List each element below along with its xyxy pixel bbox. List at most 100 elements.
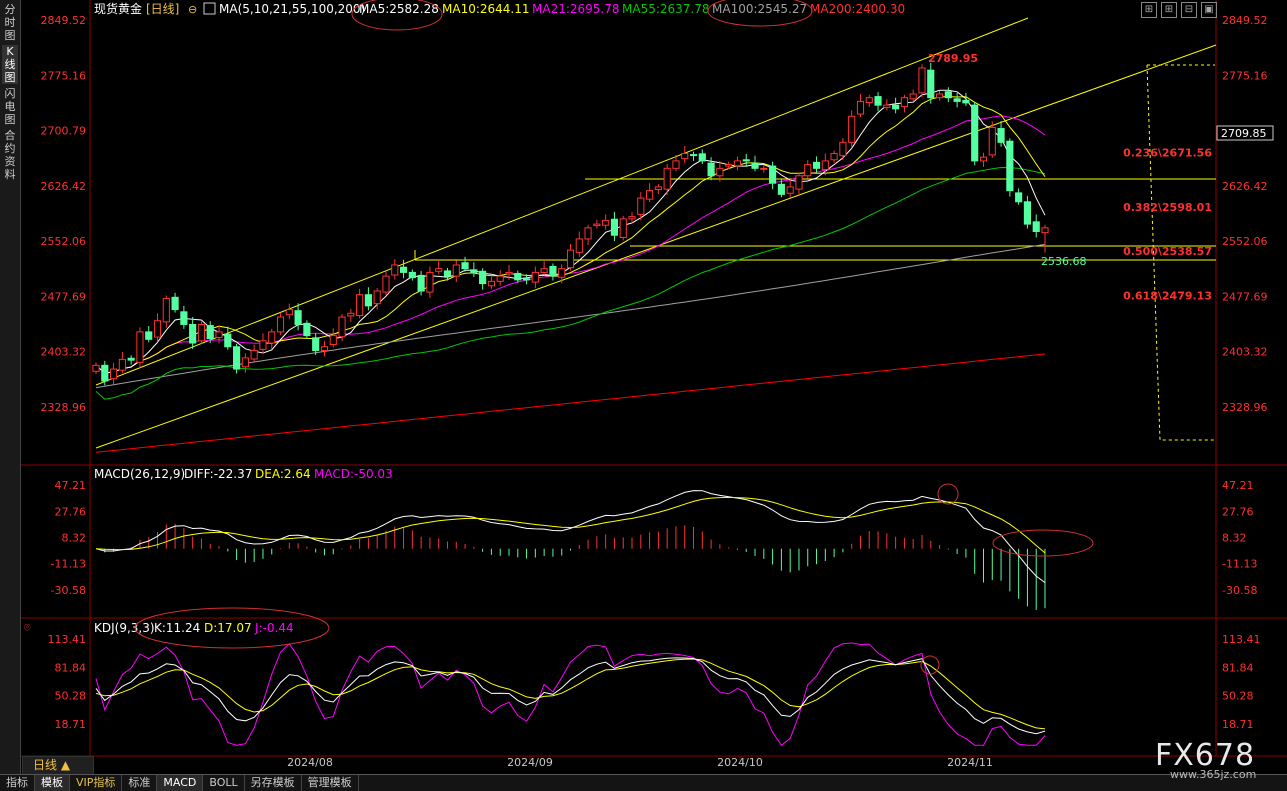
candle-body [101,364,109,382]
candle-body [654,186,662,191]
toolbar-icons: ⊞ ⊞ ⊟ ▣ [1141,2,1217,18]
candle-body [153,320,162,338]
candle-body [962,99,970,104]
candle-body [769,165,777,184]
candle-body [944,91,952,99]
candle-body [672,160,680,169]
ma55-value: MA55:2637.78 [622,2,710,16]
candle-body [171,296,179,311]
kdj-y-tick-right: 50.28 [1222,690,1254,703]
candle-body [320,346,329,351]
candle-body [197,323,206,342]
fibonacci-frame [1146,64,1215,441]
candle-body [127,357,135,361]
candle-body [162,297,170,323]
ma200-line [95,353,1046,453]
candle-body [971,104,979,162]
candle-body [215,331,223,338]
manage-template-button[interactable]: 管理模板 [302,775,359,791]
candle-body [874,96,882,106]
macd-button[interactable]: MACD [157,775,204,791]
tab-kline[interactable]: K线图 [2,45,18,84]
candle-body [558,268,566,278]
tab-flash[interactable]: 闪电图 [4,87,16,126]
ma100-line [95,243,1046,389]
kdj-y-tick-left: 50.28 [55,690,87,703]
candle-body [206,325,214,340]
y-tick-label-left: 2700.79 [41,125,87,138]
candle-body [733,160,742,167]
candle-body [391,264,399,276]
template-button[interactable]: 模板 [35,775,70,791]
ma200-value: MA200:2400.30 [810,2,905,16]
macd-diff: DIFF:-22.37 [184,467,252,481]
boll-button[interactable]: BOLL [203,775,245,791]
candle-body [294,310,302,325]
kdj-panel: 113.41 113.41 81.84 81.84 50.28 50.28 18.71 18.… [48,633,1261,760]
y-tick-label-left: 2552.06 [41,235,87,248]
ma-params: MA(5,10,21,55,100,200) [219,2,365,16]
candle-body [1015,192,1023,203]
candle-body [505,271,513,275]
candle-body [566,249,575,269]
y-tick-label-right: 2328.96 [1222,401,1268,414]
indicator-button[interactable]: 指标 [0,775,35,791]
period-selector[interactable]: 日线 ▲ [22,756,94,775]
ma21-value: MA21:2695.78 [532,2,620,16]
kdj-settings-icon[interactable]: ⌾ [24,621,31,634]
candle-body [276,316,285,333]
candle-body [804,164,812,177]
grid-icon[interactable] [203,2,216,15]
kdj-y-tick-right: 18.71 [1222,718,1254,731]
candle-body [399,266,408,273]
candle-body [760,167,768,170]
candle-body [461,262,469,270]
candle-body [522,278,531,281]
kdj-y-tick-left: 81.84 [55,661,87,674]
candle-body [935,93,944,99]
y-tick-label-left: 2328.96 [41,401,87,414]
macd-y-tick-right: -30.58 [1222,584,1257,597]
y-tick-label-right: 2403.32 [1222,346,1268,359]
annotation-circle-macd-cross [937,483,959,505]
window-icon[interactable]: ▣ [1201,2,1217,18]
macd-y-tick-right: 47.21 [1222,479,1254,492]
bottom-toolbar: 指标 模板 VIP指标 标准 MACD BOLL 另存模板 管理模板 [0,774,1287,791]
candle-body [786,186,794,194]
zoom-out-icon[interactable]: ⊟ [1181,2,1197,18]
zoom-in-icon[interactable]: ⊞ [1161,2,1177,18]
candle-body [830,152,838,161]
candle-body [909,93,917,100]
vip-indicator-button[interactable]: VIP指标 [70,775,123,791]
annotation-circle-macd-end [992,529,1094,557]
save-template-button[interactable]: 另存模板 [245,775,302,791]
candle-body [452,264,460,277]
candle-body [285,309,293,316]
candle-body [487,280,495,287]
kdj-k: K:11.24 [154,621,200,635]
candle-body [1041,227,1049,234]
candle-body [610,218,619,236]
tab-contract-info[interactable]: 合约资料 [4,129,16,181]
ma10-value: MA10:2644.11 [442,2,530,16]
candle-body [540,268,548,273]
fibonacci-level-label: 0.500\2538.57 [1123,245,1212,258]
standard-button[interactable]: 标准 [122,775,158,791]
kdj-j-line [95,642,1046,747]
macd-title: MACD(26,12,9) [94,467,185,481]
fibonacci-level-label: 0.236\2671.56 [1123,146,1212,159]
kdj-d: D:17.07 [204,621,252,635]
candle-body [408,271,416,279]
candle-body [233,346,241,370]
crosshair-icon[interactable]: ⊞ [1141,2,1157,18]
candle-body [145,331,153,340]
y-tick-label-right: 2775.16 [1222,69,1268,82]
candle-body [593,223,601,227]
macd-dea-line [95,496,1046,554]
settings-icon[interactable]: ⊖ [188,3,197,16]
tab-timeshare[interactable]: 分时图 [4,3,16,42]
candle-body [479,270,487,285]
kdj-y-tick-right: 81.84 [1222,661,1254,674]
ma55-line [95,166,1046,400]
